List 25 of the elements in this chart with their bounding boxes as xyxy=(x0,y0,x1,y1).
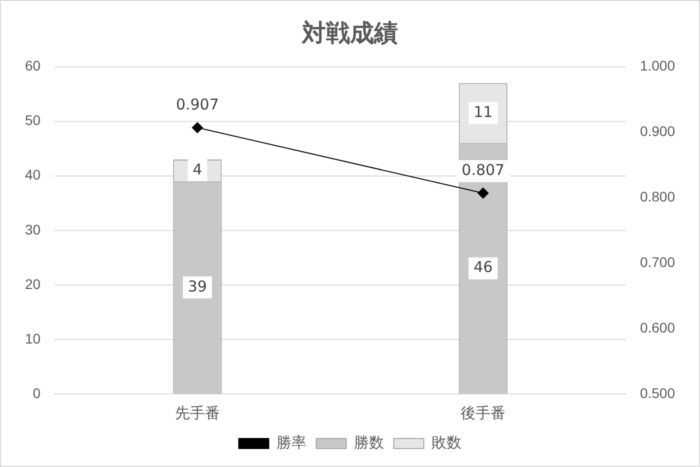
y-tick-label: 50 xyxy=(24,112,41,128)
chart-title: 対戦成績 xyxy=(301,20,398,48)
y-tick-label: 40 xyxy=(24,166,41,183)
x-tick-label: 先手番 xyxy=(174,405,220,422)
data-label: 0.807 xyxy=(462,160,505,179)
y-tick-label: 60 xyxy=(24,58,41,74)
x-tick-label: 後手番 xyxy=(460,405,506,422)
y-tick-label: 20 xyxy=(24,276,41,292)
y-tick-label: 0 xyxy=(32,384,41,401)
data-label: 46 xyxy=(474,258,493,276)
legend-label: 勝数 xyxy=(354,434,384,452)
y-tick-label: 10 xyxy=(24,330,41,346)
legend-label: 勝率 xyxy=(276,434,306,452)
y2-tick-label: 0.800 xyxy=(640,188,676,205)
y2-tick-label: 0.600 xyxy=(640,319,676,336)
data-label: 4 xyxy=(192,160,202,178)
legend-label: 敗数 xyxy=(431,434,462,452)
y2-tick-label: 1.000 xyxy=(640,58,676,74)
y2-tick-label: 0.700 xyxy=(640,254,676,270)
data-label: 0.907 xyxy=(176,96,219,114)
y-tick-label: 30 xyxy=(24,221,41,238)
y2-tick-label: 0.500 xyxy=(640,384,676,401)
data-label: 39 xyxy=(188,277,207,296)
data-label: 11 xyxy=(474,103,493,122)
y2-tick-label: 0.900 xyxy=(640,123,676,140)
